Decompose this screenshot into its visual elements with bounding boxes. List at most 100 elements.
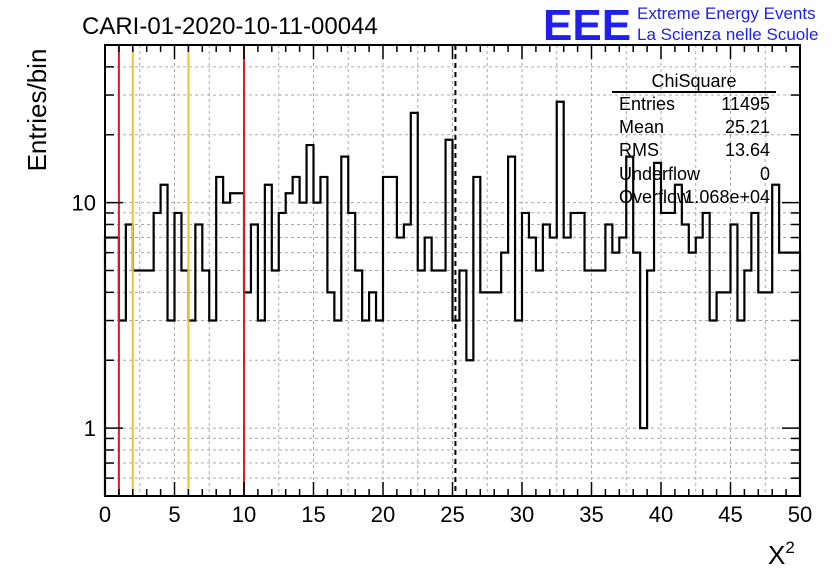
stats-value-overflow: 1.068e+04 [684, 187, 770, 207]
histogram-bin [251, 224, 258, 496]
stats-value-rms: 13.64 [725, 140, 770, 160]
stats-label-underflow: Underflow [619, 164, 701, 184]
threshold-lines [117, 45, 457, 496]
histogram-bin [765, 292, 772, 496]
histogram-bin [223, 203, 230, 496]
x-tick-label: 0 [99, 502, 111, 527]
stats-title: ChiSquare [651, 71, 736, 91]
histogram-bin [307, 145, 314, 496]
x-tick-label: 25 [440, 502, 464, 527]
x-axis-label: X2 [768, 538, 795, 570]
histogram-bin [348, 213, 355, 496]
histogram-bin [480, 292, 487, 496]
histogram-bin [230, 193, 237, 496]
histogram-bin [717, 292, 724, 496]
histogram-bin [473, 177, 480, 496]
histogram-bin [550, 238, 557, 496]
stats-label-entries: Entries [619, 94, 675, 114]
histogram-bin [647, 271, 654, 497]
histogram-bin [119, 321, 126, 496]
histogram-bin [564, 238, 571, 496]
histogram-bin [105, 238, 112, 496]
stats-box: ChiSquare Entries 11495 Mean 25.21 RMS 1… [612, 71, 776, 207]
axis-ticks: 0 5 10 15 20 25 30 35 40 45 50 1 10 [72, 45, 812, 527]
histogram-bin [696, 238, 703, 496]
histogram-bin [168, 321, 175, 496]
histogram-bin [244, 292, 251, 496]
histogram-bin [272, 271, 279, 497]
histogram-bin [605, 224, 612, 496]
histogram-bin [640, 428, 647, 496]
histogram-bin [446, 140, 453, 496]
histogram-bin [397, 238, 404, 496]
x-tick-label: 50 [788, 502, 812, 527]
histogram-bin [459, 271, 466, 497]
stats-value-underflow: 0 [760, 164, 770, 184]
histogram-bin [147, 271, 154, 497]
x-tick-label: 30 [510, 502, 534, 527]
histogram-bin [522, 213, 529, 496]
histogram-bin [390, 177, 397, 496]
grid [105, 45, 800, 496]
histogram-bin [585, 271, 592, 497]
histogram-bin [779, 253, 786, 496]
histogram-bin [258, 321, 265, 496]
histogram-bin [140, 271, 147, 497]
y-tick-label: 10 [72, 191, 96, 216]
histogram-bin [341, 157, 348, 496]
histogram-bin [737, 321, 744, 496]
histogram-bin [265, 185, 272, 496]
histogram-bin [668, 213, 675, 496]
histogram-bin [661, 213, 668, 496]
histogram-bin [293, 177, 300, 496]
histogram-bin [758, 292, 765, 496]
histogram-bin [300, 203, 307, 496]
histogram-bin [494, 292, 501, 496]
histogram-bin [181, 271, 188, 497]
histogram-bin [466, 360, 473, 496]
histogram-bin [161, 185, 168, 496]
histogram-bin [439, 271, 446, 497]
histogram-bin [571, 213, 578, 496]
histogram-bin [418, 271, 425, 497]
histogram-bin [286, 193, 293, 496]
histogram-bin [529, 238, 536, 496]
chart-title: CARI-01-2020-10-11-00044 [82, 13, 378, 40]
histogram-bin [682, 224, 689, 496]
histogram-bin [508, 157, 515, 496]
histogram-bin [133, 271, 140, 497]
histogram-bin [404, 224, 411, 496]
histogram-bin [362, 321, 369, 496]
x-tick-label: 10 [232, 502, 256, 527]
histogram-bin [411, 113, 418, 496]
stats-label-rms: RMS [619, 140, 659, 160]
x-axis-label-superscript: 2 [785, 538, 794, 557]
histogram-series [103, 100, 802, 497]
histogram-bin [786, 253, 793, 496]
histogram-bin [327, 292, 334, 496]
histogram-bin [501, 253, 508, 496]
histogram-bin [369, 292, 376, 496]
histogram-bin [209, 321, 216, 496]
histogram-bin [793, 253, 800, 496]
histogram-bin [126, 224, 133, 496]
y-axis-label: Entries/bin [22, 49, 52, 172]
histogram-bin [731, 224, 738, 496]
histogram-bin [633, 253, 640, 496]
histogram-bin [710, 321, 717, 496]
histogram-bin [703, 213, 710, 496]
histogram-bin [675, 185, 682, 496]
histogram-bin [112, 238, 119, 496]
histogram-bin [557, 102, 564, 496]
histogram-bin [751, 213, 758, 496]
x-tick-label: 45 [718, 502, 742, 527]
eee-logo: EEE [543, 1, 631, 50]
histogram-bin [619, 238, 626, 496]
histogram-bin [612, 253, 619, 496]
histogram-bin [383, 177, 390, 496]
x-tick-label: 35 [579, 502, 603, 527]
stats-label-overflow: Overflow [619, 187, 691, 207]
histogram-outline [103, 100, 802, 496]
logo-subtitle-line1: Extreme Energy Events [637, 4, 816, 23]
